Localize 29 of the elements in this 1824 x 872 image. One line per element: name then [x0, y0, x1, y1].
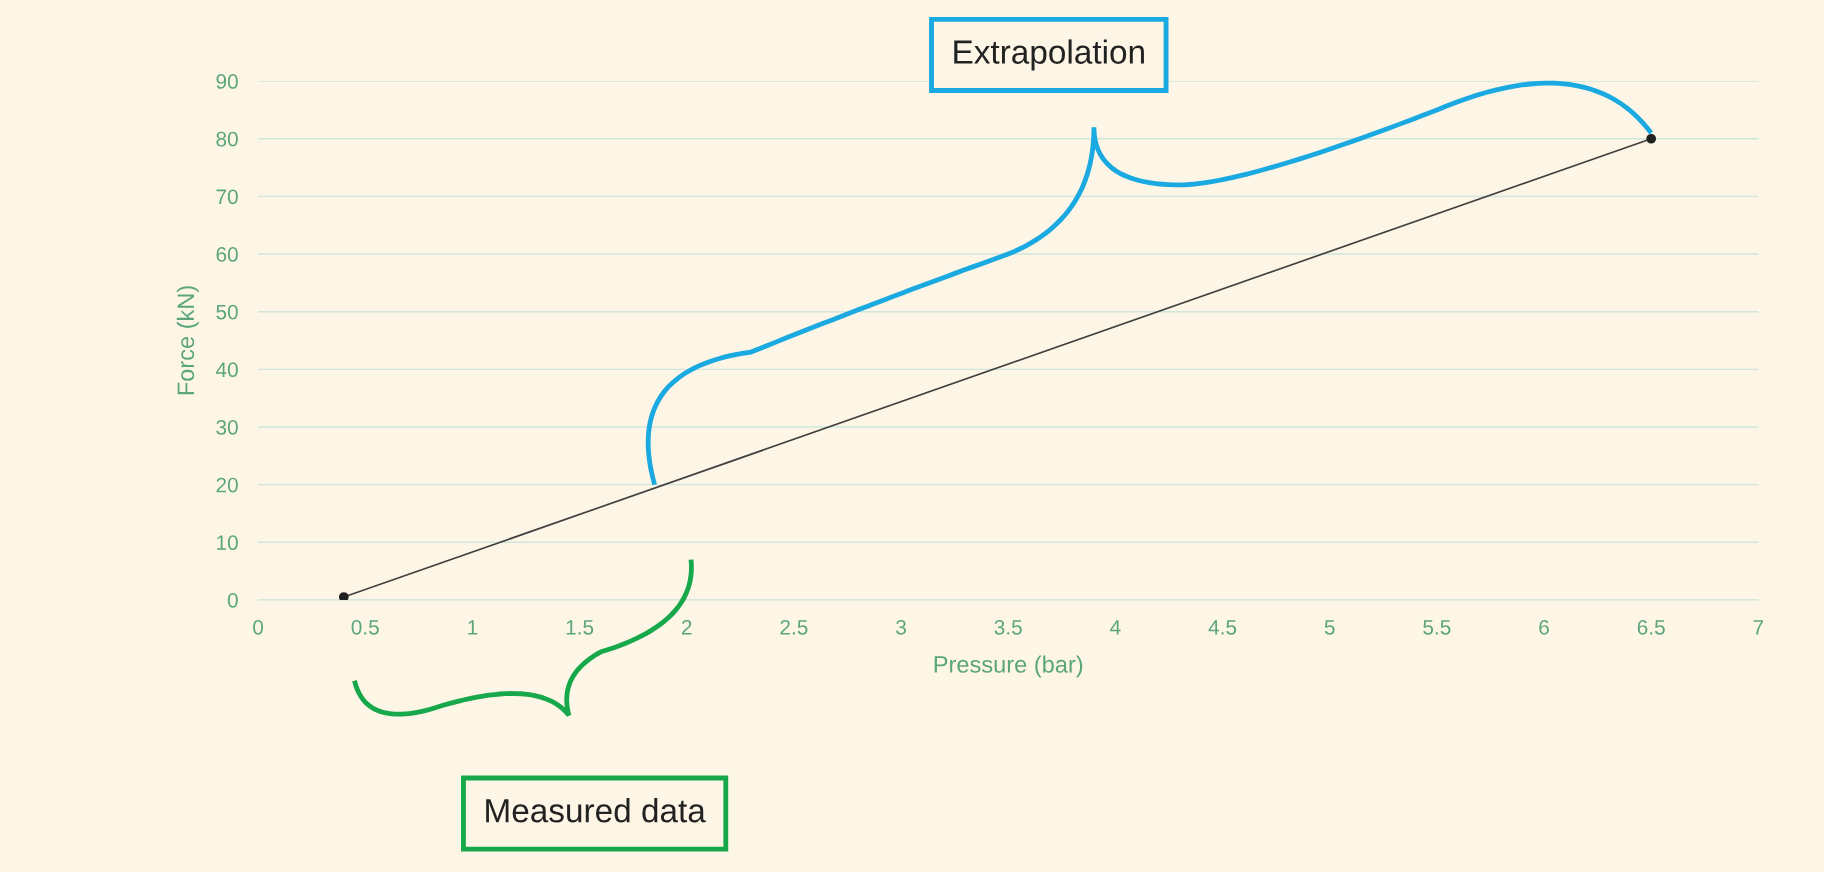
x-tick-label: 4 — [1110, 620, 1121, 635]
x-axis-title: Pressure (bar) — [934, 655, 1083, 678]
x-tick-label: 1.5 — [566, 620, 594, 635]
x-tick-label: 7 — [1753, 620, 1764, 635]
x-tick-label: 6 — [1539, 619, 1549, 635]
y-tick-label: 80 — [216, 131, 238, 147]
y-tick-label: 60 — [216, 247, 238, 262]
y-tick-label: 10 — [217, 535, 238, 551]
y-tick-label: 40 — [215, 362, 238, 378]
y-tick-label: 50 — [216, 304, 238, 320]
text: Extrapolation — [954, 39, 1144, 71]
x-tick-label: 2.5 — [780, 619, 808, 635]
y-tick-label: 30 — [216, 419, 238, 435]
y-axis-title: Force (kN) — [176, 286, 199, 395]
x-tick-label: 0.5 — [351, 619, 379, 635]
x-tick-label: 2 — [681, 619, 692, 635]
x-tick-label: 5 — [1324, 620, 1335, 635]
x-tick-label: 3 — [896, 619, 906, 635]
x-tick-label: 3.5 — [994, 619, 1022, 635]
x-tick-label: 0 — [253, 619, 264, 635]
x-tick-label: 1 — [468, 620, 478, 635]
x-tick-label: 4.5 — [1208, 620, 1237, 635]
y-tick-label: 90 — [216, 74, 238, 89]
x-tick-label: 5.5 — [1423, 620, 1451, 635]
y-tick-label: 20 — [216, 477, 238, 493]
y-tick-label: 0 — [227, 592, 238, 608]
x-tick-label: 6.5 — [1637, 619, 1665, 635]
y-tick-label: 70 — [216, 189, 238, 205]
text: Measured data — [486, 798, 706, 823]
